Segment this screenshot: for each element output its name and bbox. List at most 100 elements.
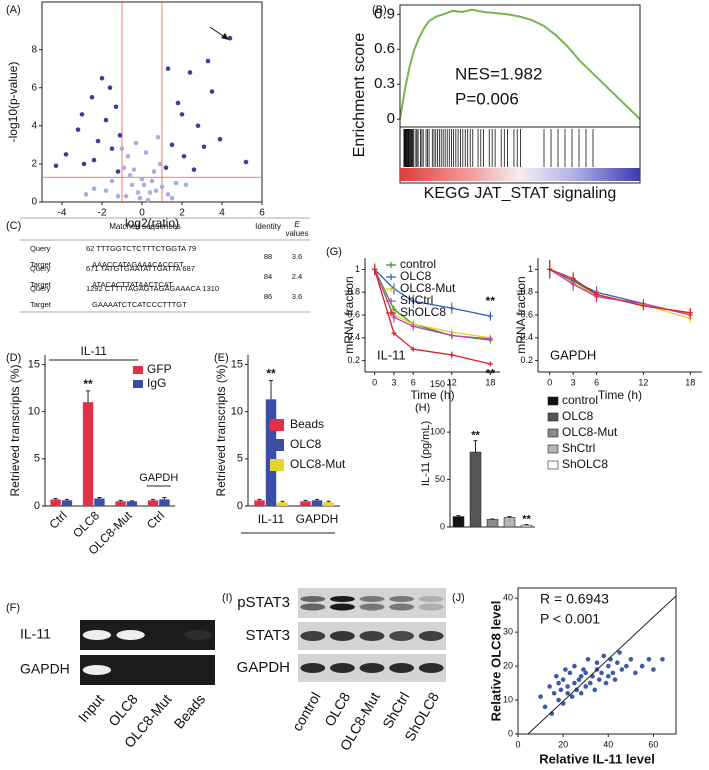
x-tick-label: -4 [58, 208, 67, 219]
y-tick-label: 0.6 [347, 309, 360, 319]
plot-frame [517, 587, 677, 735]
legend-marker [386, 286, 396, 292]
point [115, 169, 121, 174]
x-tick-label: 4 [219, 208, 225, 219]
legend-label: OLC8 [562, 409, 594, 423]
legend-label: control [400, 257, 436, 271]
plot-frame [399, 4, 641, 184]
annotation: ** [486, 294, 496, 308]
x-tick-label: 0 [515, 739, 520, 749]
point [612, 677, 618, 682]
bar [254, 500, 265, 506]
point [107, 85, 113, 91]
table-cell: 1292 CTTTTAGAGTAGAGAAACA 1310 [86, 284, 219, 293]
legend-marker [547, 460, 559, 470]
x-tick-label: 0 [547, 377, 552, 387]
table-cell: 88 [264, 252, 272, 261]
panel-label: (G) [326, 246, 342, 258]
line [374, 269, 491, 365]
point [619, 667, 625, 672]
bar [115, 501, 126, 506]
blot-band [418, 603, 444, 611]
point [572, 663, 577, 669]
blot-band [82, 630, 112, 640]
bar [503, 517, 516, 528]
y-tick-label: 5 [34, 453, 40, 465]
annotation: P=0.006 [455, 89, 519, 108]
blot-band [359, 631, 385, 641]
point [163, 165, 169, 171]
point [569, 694, 575, 699]
table-cell: Target [30, 280, 52, 289]
legend-label: OLC8-Mut [562, 425, 618, 439]
legend-marker [133, 380, 143, 388]
point [125, 153, 131, 159]
legend-marker [547, 412, 559, 422]
y-tick-label: 0 [440, 521, 445, 531]
point [639, 663, 645, 669]
panel-label: (J) [452, 592, 465, 604]
point [149, 178, 155, 184]
x-tick-label: 18 [685, 377, 695, 387]
bar [469, 451, 482, 528]
x-tick-label: 6 [594, 377, 599, 387]
blot-band [389, 596, 415, 602]
point [556, 680, 561, 686]
x-tick-label: 40 [603, 739, 613, 749]
y-tick-label: 0.6 [374, 40, 395, 57]
group-label: GAPDH [139, 472, 178, 484]
blot-band [329, 663, 355, 673]
point [624, 663, 629, 669]
y-tick-label: 6 [31, 82, 37, 93]
y-tick-label: 10 [231, 406, 243, 418]
blot-band [329, 631, 355, 641]
point [137, 195, 143, 201]
blot-band [389, 663, 415, 673]
panel-label: (F) [6, 602, 20, 614]
panel-label: (E) [214, 352, 229, 364]
arrow-head [221, 33, 229, 40]
y-axis-label: Enrichment score [351, 33, 368, 158]
x-tick-label: 0 [372, 377, 377, 387]
point [205, 58, 211, 64]
table-cell: Query [30, 284, 51, 293]
x-axis-label: Relative IL-11 level [539, 751, 655, 766]
table-cell: 3.6 [292, 252, 302, 261]
bar [50, 499, 61, 506]
y-tick-label: 5 [237, 453, 243, 465]
y-tick-label: 0 [508, 728, 513, 738]
blot-row-label: IL-11 [20, 626, 51, 642]
blot-band [418, 631, 444, 641]
point [565, 684, 570, 689]
point [560, 677, 566, 682]
blot-band [359, 596, 385, 602]
bar [452, 516, 465, 528]
point [151, 169, 157, 174]
bar [311, 500, 323, 506]
annotation: P < 0.001 [540, 611, 600, 627]
bar [159, 499, 170, 506]
point [227, 35, 233, 41]
table-cell: Query [30, 244, 51, 253]
point [115, 193, 121, 199]
annotation: ** [471, 430, 480, 442]
point [153, 188, 159, 193]
point [165, 66, 171, 71]
annotation: R = 0.6943 [540, 591, 609, 607]
blot-band [359, 663, 385, 673]
y-tick-label: 0.3 [374, 75, 395, 92]
blot-band [300, 596, 326, 602]
table-header: E [294, 220, 300, 229]
panel-label: (H) [415, 402, 430, 414]
y-tick-label: 15 [28, 358, 40, 370]
legend-label: OLC8-Mut [400, 281, 456, 295]
point [617, 650, 622, 655]
blot-band [418, 663, 444, 673]
point [135, 190, 141, 195]
annotation: ** [522, 514, 531, 526]
blot-band [329, 596, 355, 602]
plot-frame [41, 1, 263, 203]
point [565, 690, 570, 696]
